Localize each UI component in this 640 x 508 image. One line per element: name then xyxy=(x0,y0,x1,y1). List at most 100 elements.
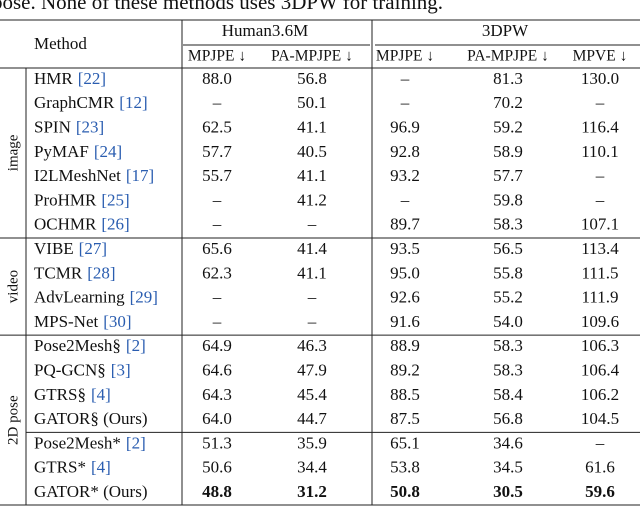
cell: – xyxy=(595,93,605,112)
cell: 55.7 xyxy=(202,166,232,185)
cell: – xyxy=(400,69,410,88)
cell: 130.0 xyxy=(581,69,619,88)
cell: 111.9 xyxy=(582,288,619,307)
method-name: Pose2Mesh§ xyxy=(34,336,121,355)
cell: – xyxy=(307,312,317,331)
cell: 64.3 xyxy=(202,385,232,404)
cell: 89.2 xyxy=(390,361,420,380)
cell: 61.6 xyxy=(585,458,615,477)
cell: 30.5 xyxy=(493,482,523,501)
cell: 47.9 xyxy=(297,361,327,380)
cell: 106.3 xyxy=(581,336,619,355)
cell: – xyxy=(307,215,317,234)
cell: 46.3 xyxy=(297,336,327,355)
cell: 106.2 xyxy=(581,385,619,404)
method-name: TCMR xyxy=(34,263,83,282)
cell: 93.5 xyxy=(390,239,420,258)
method-name: GATOR§ (Ours) xyxy=(34,409,148,428)
cell: 41.1 xyxy=(297,263,327,282)
citation: [26] xyxy=(101,215,129,234)
cell: 40.5 xyxy=(297,142,327,161)
cell: 65.6 xyxy=(202,239,232,258)
cell: 35.9 xyxy=(297,433,327,452)
cell: 53.8 xyxy=(390,458,420,477)
cell: 54.0 xyxy=(493,312,523,331)
cell: 111.5 xyxy=(582,263,619,282)
method-name: I2LMeshNet xyxy=(34,166,121,185)
citation: [17] xyxy=(126,166,154,185)
cell: 45.4 xyxy=(297,385,327,404)
cell: – xyxy=(212,215,222,234)
column-header: MPJPE ↓ xyxy=(188,48,246,65)
cell: 41.1 xyxy=(297,166,327,185)
cell: – xyxy=(595,190,605,209)
cell: 106.4 xyxy=(581,361,620,380)
cell: 70.2 xyxy=(493,93,523,112)
method-name: VIBE xyxy=(34,239,74,258)
cell: 65.1 xyxy=(390,433,420,452)
cell: – xyxy=(400,190,410,209)
method-name: GTRS* xyxy=(34,458,86,477)
column-header: PA-MPJPE ↓ xyxy=(467,48,549,65)
cell: 56.5 xyxy=(493,239,523,258)
citation: [25] xyxy=(101,190,129,209)
cell: – xyxy=(212,288,222,307)
cell: 107.1 xyxy=(581,215,619,234)
cell: 58.3 xyxy=(493,336,523,355)
cell: 88.5 xyxy=(390,385,420,404)
cell: 57.7 xyxy=(202,142,232,161)
cell: 116.4 xyxy=(581,118,619,137)
cell: 64.6 xyxy=(202,361,232,380)
column-header: PA-MPJPE ↓ xyxy=(271,48,353,65)
cell: 56.8 xyxy=(493,409,523,428)
section-label: video xyxy=(5,270,21,303)
cell: 31.2 xyxy=(297,482,327,501)
method-name: MPS-Net xyxy=(34,312,99,331)
cell: 109.6 xyxy=(581,312,619,331)
cell: 41.2 xyxy=(297,190,327,209)
cell: 48.8 xyxy=(202,482,232,501)
cell: 44.7 xyxy=(297,409,327,428)
cell: 58.9 xyxy=(493,142,523,161)
citation: [29] xyxy=(130,288,158,307)
cell: 55.8 xyxy=(493,263,523,282)
cell: 92.6 xyxy=(390,288,420,307)
cell: 41.1 xyxy=(297,118,327,137)
cell: 58.3 xyxy=(493,361,523,380)
cell: 88.9 xyxy=(390,336,420,355)
cell: 57.7 xyxy=(493,166,523,185)
method-name: PyMAF xyxy=(34,142,89,161)
cell: 50.6 xyxy=(202,458,232,477)
cell: – xyxy=(595,433,605,452)
method-name: AdvLearning xyxy=(34,288,125,307)
citation: [3] xyxy=(111,361,131,380)
cell: 34.6 xyxy=(493,433,523,452)
citation: [22] xyxy=(78,69,106,88)
cell: 92.8 xyxy=(390,142,420,161)
cell: – xyxy=(595,166,605,185)
cell: 62.3 xyxy=(202,263,232,282)
method-name: ProHMR xyxy=(34,190,97,209)
citation: [4] xyxy=(91,458,111,477)
cell: 34.5 xyxy=(493,458,523,477)
column-header: MPJPE ↓ xyxy=(376,48,434,65)
cell: 56.8 xyxy=(297,69,327,88)
method-name: PQ-GCN§ xyxy=(34,361,106,380)
citation: [2] xyxy=(126,433,146,452)
cell: 55.2 xyxy=(493,288,523,307)
section-label: image xyxy=(5,134,21,171)
method-name: OCHMR xyxy=(34,215,97,234)
cell: 104.5 xyxy=(581,409,619,428)
method-name: HMR xyxy=(34,69,73,88)
cell: 96.9 xyxy=(390,118,420,137)
cell: 110.1 xyxy=(581,142,619,161)
citation: [24] xyxy=(94,142,122,161)
cell: 51.3 xyxy=(202,433,232,452)
cell: 58.3 xyxy=(493,215,523,234)
cell: 62.5 xyxy=(202,118,232,137)
cell: 113.4 xyxy=(581,239,619,258)
cell: 81.3 xyxy=(493,69,523,88)
method-name: Pose2Mesh* xyxy=(34,433,121,452)
cell: 87.5 xyxy=(390,409,420,428)
